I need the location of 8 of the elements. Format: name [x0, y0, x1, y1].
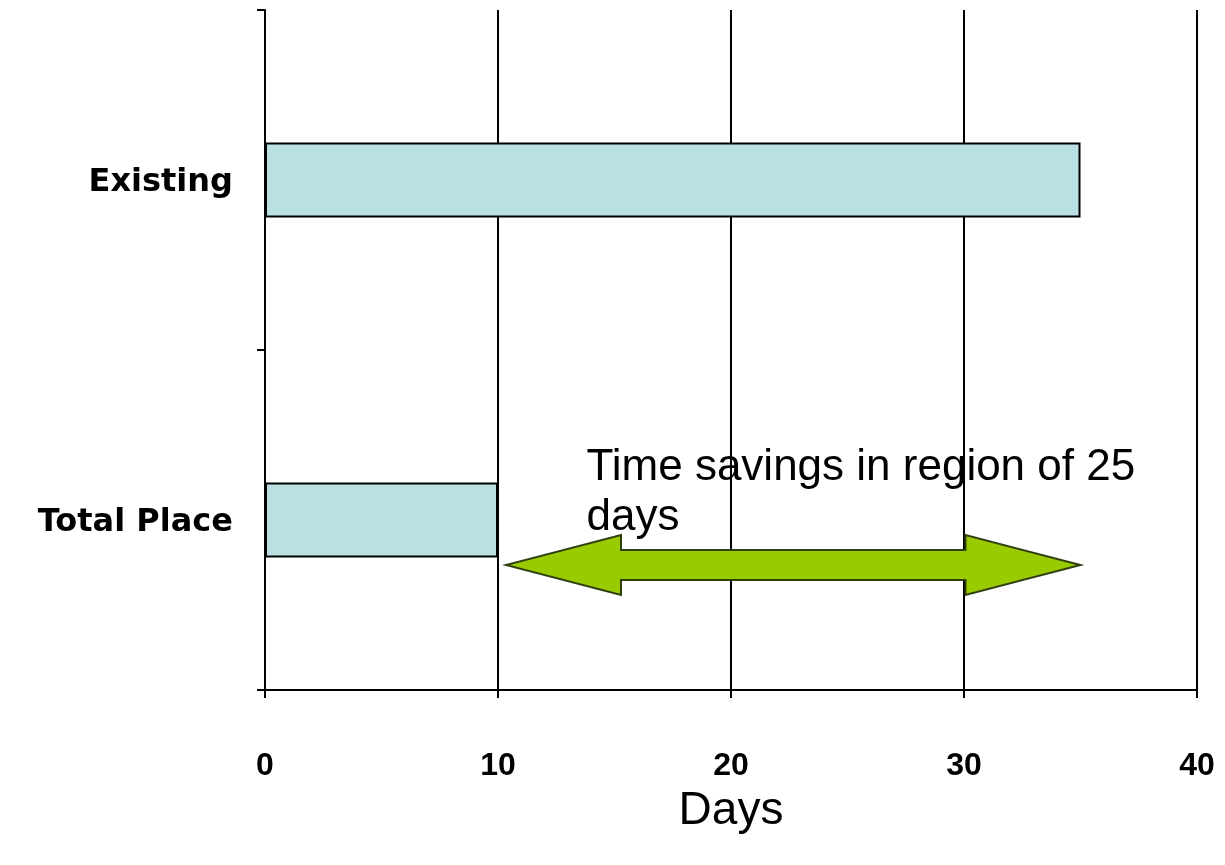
x-tick-label: 20 — [713, 746, 749, 782]
y-tick-label: Total Place — [37, 501, 233, 539]
x-tick-label: 0 — [256, 746, 274, 782]
x-tick-label: 40 — [1179, 746, 1215, 782]
x-tick-label: 10 — [480, 746, 516, 782]
y-tick-label: Existing — [88, 161, 233, 199]
x-axis-title: Days — [678, 781, 784, 834]
x-tick-label: 30 — [946, 746, 982, 782]
